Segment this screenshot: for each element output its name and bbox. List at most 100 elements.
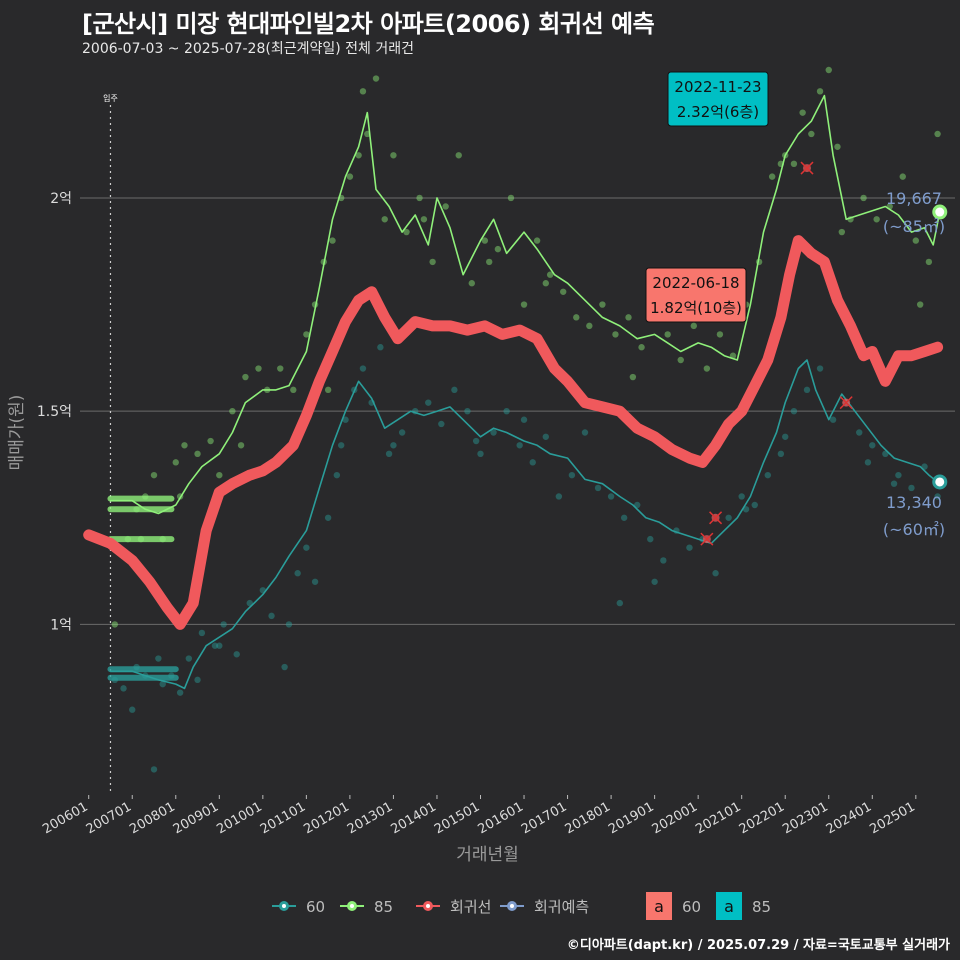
scatter-point-85	[677, 356, 684, 364]
scatter-point-85	[925, 258, 933, 266]
scatter-point-60	[869, 442, 876, 449]
scatter-point-85	[142, 493, 149, 500]
legend-badge-glyph: a	[654, 897, 664, 916]
scatter-point-60	[198, 629, 206, 637]
scatter-point-85	[111, 621, 119, 628]
scatter-point-60	[294, 570, 301, 577]
peak-label-60-date: 2022-06-18	[652, 274, 739, 292]
scatter-point-85	[229, 407, 236, 415]
scatter-point-60	[686, 544, 693, 551]
scatter-point-60	[712, 570, 719, 577]
legend-item-label: 60	[306, 898, 325, 916]
x-tick-label: 201401	[388, 799, 438, 837]
scatter-point-85	[359, 88, 367, 95]
scatter-point-85	[420, 216, 428, 223]
scatter-point-60	[359, 365, 367, 372]
scatter-point-60	[607, 493, 615, 500]
peak-label-60-price: 1.82억(10층)	[650, 299, 742, 317]
scatter-point-85	[403, 228, 410, 236]
legend-badge-label: 85	[752, 898, 771, 916]
legend-item-label: 85	[374, 898, 393, 916]
scatter-point-60	[464, 407, 471, 415]
scatter-point-85	[703, 365, 711, 372]
scatter-point-85	[664, 331, 671, 338]
x-tick-label: 200601	[40, 799, 90, 837]
peak-label-60-box	[645, 267, 747, 323]
scatter-point-60	[342, 416, 349, 423]
scatter-point-60	[425, 399, 432, 406]
scatter-point-85	[573, 314, 580, 321]
x-tick-label: 200901	[171, 799, 221, 837]
scatter-point-85	[816, 88, 824, 95]
scatter-point-60	[581, 429, 589, 436]
scatter-point-60	[738, 493, 745, 500]
end-unit-60: (~60㎡)	[883, 520, 945, 539]
scatter-point-85	[133, 506, 140, 513]
scatter-point-60	[764, 471, 772, 479]
legend-key-center	[510, 904, 514, 908]
x-tick-label: 201601	[476, 799, 526, 837]
y-tick-label: 2억	[50, 191, 72, 207]
legend-badge	[716, 892, 742, 920]
scatter-point-85	[255, 365, 262, 372]
scatter-point-85	[324, 386, 332, 394]
scatter-point-85	[429, 258, 436, 266]
legend-item-label: 회귀예측	[534, 898, 589, 916]
scatter-point-60	[651, 578, 658, 585]
scatter-point-85	[381, 216, 388, 223]
scatter-point-60	[542, 433, 549, 440]
x-tick-label: 201801	[563, 799, 613, 837]
legend: 60 85 회귀선 회귀예측 a 60 a 85	[272, 892, 771, 920]
scatter-point-85	[159, 535, 166, 543]
x-tick-label: 201301	[345, 799, 395, 837]
move-in-label: 입주	[103, 94, 118, 103]
legend-key-center	[282, 904, 286, 908]
legend-key-center	[426, 904, 430, 908]
scatter-point-60	[568, 471, 576, 479]
x-tick-label: 201001	[214, 799, 264, 837]
scatter-point-60	[385, 450, 393, 458]
scatter-point-60	[856, 429, 863, 436]
peak-label-60: 2022-06-18 1.82억(10층)	[645, 267, 747, 323]
x-tick-label: 200801	[127, 799, 177, 837]
scatter-point-85	[599, 301, 606, 308]
scatter-point-85	[481, 237, 489, 244]
scatter-point-85	[638, 344, 645, 351]
scatter-point-60	[660, 557, 667, 564]
scatter-point-85	[533, 237, 541, 244]
scatter-point-85	[137, 535, 145, 543]
scatter-point-60	[490, 429, 497, 436]
x-tick-label: 202101	[693, 799, 743, 837]
scatter-point-60	[159, 680, 166, 688]
scatter-point-85	[768, 173, 776, 180]
scatter-point-85	[494, 245, 502, 253]
regression-x-mark	[839, 396, 853, 410]
legend-badge-label: 60	[682, 898, 701, 916]
scatter-point-85	[242, 373, 249, 381]
scatter-point-85	[329, 237, 336, 244]
scatter-point-85	[716, 331, 724, 338]
scatter-point-85	[916, 301, 924, 308]
scatter-point-85	[486, 258, 493, 266]
scatter-point-85	[124, 535, 132, 543]
scatter-point-60	[155, 655, 162, 662]
scatter-point-60	[477, 450, 484, 458]
legend-badge	[646, 892, 672, 920]
scatter-point-85	[455, 152, 462, 159]
scatter-point-60	[211, 642, 219, 649]
scatter-point-60	[451, 386, 458, 394]
scatter-point-85	[390, 152, 397, 159]
scatter-point-85	[542, 280, 549, 287]
scatter-point-60	[216, 642, 223, 649]
scatter-point-85	[690, 322, 698, 330]
scatter-point-85	[290, 386, 297, 394]
scatter-point-85	[546, 271, 554, 278]
scatter-point-60	[516, 442, 523, 449]
scatter-point-85	[216, 471, 223, 479]
scatter-point-85	[181, 442, 188, 449]
annotation-layer: 2022-11-23 2.32억(6층) 2022-06-18 1.82억(10층) 1…	[645, 71, 945, 539]
scatter-point-60	[520, 416, 528, 423]
scatter-point-85	[586, 322, 593, 330]
scatter-point-60	[220, 621, 227, 628]
